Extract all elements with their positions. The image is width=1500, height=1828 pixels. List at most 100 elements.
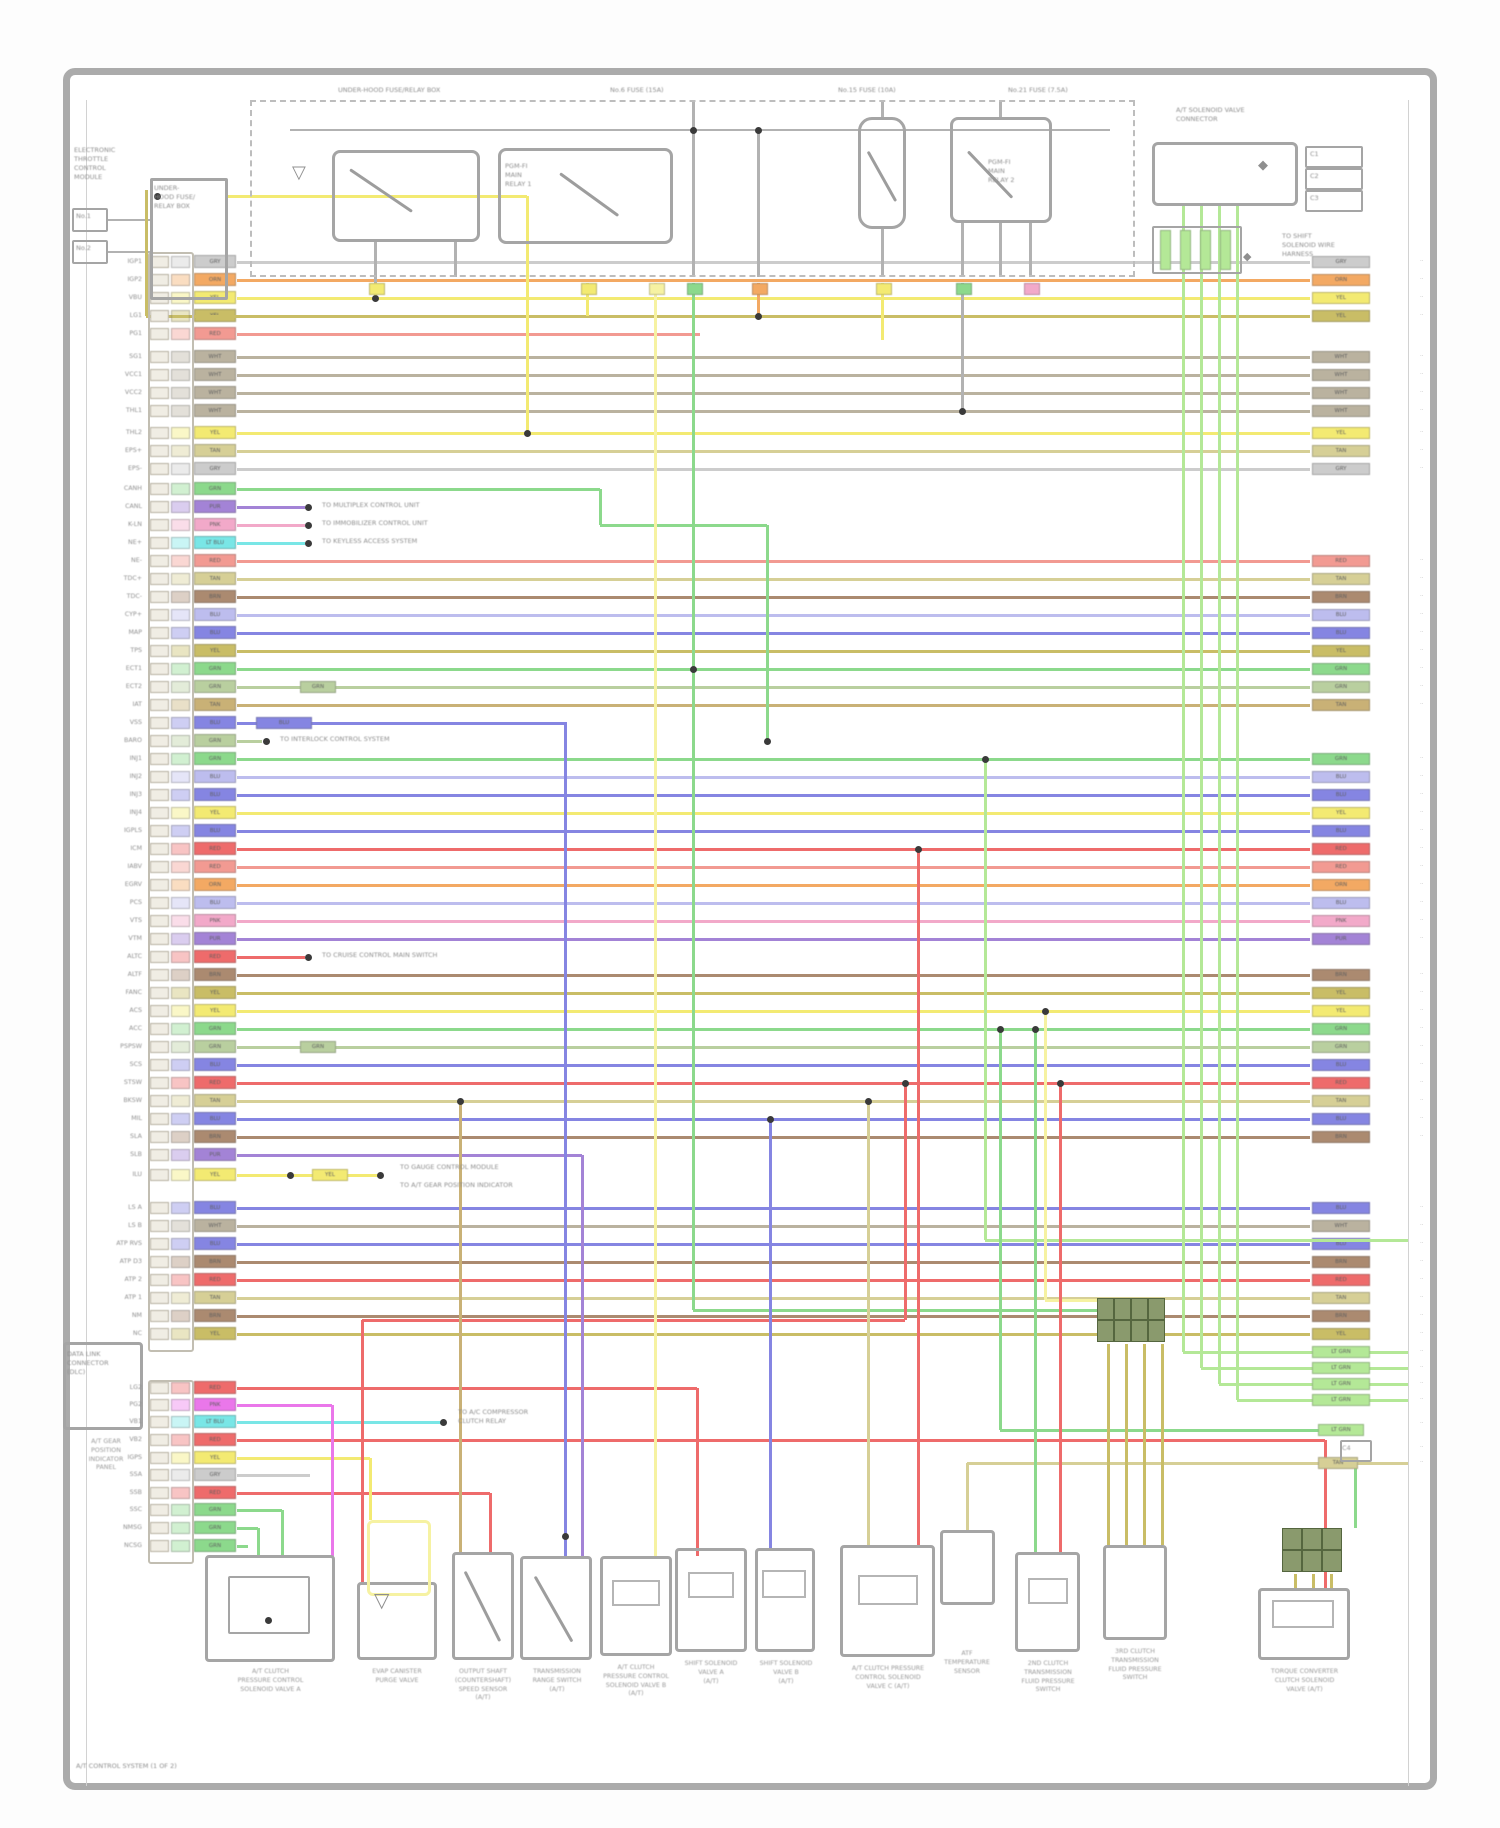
junction-dot (763, 737, 771, 745)
wire-color-label: ORN (194, 878, 236, 891)
wire-horizontal (237, 901, 1310, 905)
pin-label: NCSG (124, 1542, 142, 1549)
pin-cell (171, 1310, 190, 1322)
diagram-note: UNDER-HOOD FUSE/RELAY BOX (154, 184, 196, 210)
connector-pin-grid-cell (1131, 1320, 1148, 1342)
wire-horizontal (237, 1296, 1310, 1300)
diagram-note: No.1 (76, 212, 91, 220)
wire-horizontal (237, 1420, 443, 1424)
diagram-note: No.21 FUSE (7.5A) (1008, 86, 1068, 94)
wire-horizontal (237, 631, 1310, 635)
wire-vertical (866, 1101, 870, 1545)
pin-number-tick: ·· (1420, 258, 1424, 264)
pin-label: ICM (130, 845, 142, 852)
wire-color-label: GRN (194, 680, 236, 693)
wire-end-label: YEL (1312, 1005, 1370, 1017)
diagram-note: No.6 FUSE (15A) (610, 86, 664, 94)
pin-cell (150, 1256, 169, 1268)
connector-pin-grid-cell (1302, 1528, 1322, 1550)
pin-cell (150, 861, 169, 873)
pin-cell (150, 1059, 169, 1071)
pin-cell (150, 1540, 169, 1552)
junction-dot (901, 1079, 909, 1087)
wire-end-label: RED (1312, 555, 1370, 567)
diamond-symbol: ◆ (1258, 158, 1268, 173)
pin-cell (150, 1095, 169, 1107)
pin-number-tick: ·· (1420, 1079, 1424, 1085)
pin-number-tick: ·· (1420, 971, 1424, 977)
pin-label: TDC+ (123, 575, 142, 582)
pin-cell (171, 1023, 190, 1035)
wire-color-label (369, 283, 385, 295)
pin-number-tick: ·· (1420, 1043, 1424, 1049)
wire-color-label (687, 283, 703, 295)
wire-color-label: GRN (194, 1521, 236, 1534)
pin-label: LS A (128, 1204, 142, 1211)
connector-pin-grid-cell (1148, 1320, 1165, 1342)
wire-horizontal (237, 1278, 1310, 1282)
pin-label: VCC1 (124, 371, 142, 378)
pin-cell (171, 879, 190, 891)
pin-number-tick: ·· (1420, 1276, 1424, 1282)
wire-vertical (1028, 223, 1032, 277)
wire-color-label: BLU (194, 824, 236, 837)
wire-end-label: GRN (1312, 753, 1370, 765)
component-caption: A/T CLUTCH PRESSURE CONTROL SOLENOID VALVE… (851, 1665, 925, 1690)
wire-color-label: RED (194, 860, 236, 873)
wire-vertical (525, 196, 529, 433)
pin-cell (150, 1077, 169, 1089)
component-box (498, 148, 673, 244)
component-caption: ATF TEMPERATURE SENSOR (944, 1650, 990, 1675)
junction-dot (1041, 1007, 1049, 1015)
junction-dot (456, 1097, 464, 1105)
pin-cell (150, 987, 169, 999)
diagram-note: TO INTERLOCK CONTROL SYSTEM (280, 735, 390, 743)
pin-number-tick: ·· (1420, 1115, 1424, 1121)
wire-color-label: BRN (194, 1130, 236, 1143)
wire-color-label: RED (194, 842, 236, 855)
pin-number-tick: ·· (1420, 773, 1424, 779)
wire-color-label: BLU (194, 608, 236, 621)
wire-end-label: RED (1312, 1274, 1370, 1286)
wire-horizontal (237, 1081, 1310, 1085)
wire-horizontal (237, 449, 1310, 453)
connector-pin-grid-cell (1148, 1298, 1165, 1320)
pin-label: INJ4 (129, 809, 142, 816)
junction-dot (304, 503, 312, 511)
pin-cell (171, 1202, 190, 1214)
pin-cell (150, 1310, 169, 1322)
component-box (840, 1545, 935, 1657)
wire-horizontal (237, 278, 1310, 282)
pin-cell (171, 861, 190, 873)
pin-number-tick: ·· (1420, 1330, 1424, 1336)
pin-label: ACC (129, 1025, 142, 1032)
wire-vertical (580, 1155, 584, 1556)
wire-horizontal (237, 577, 1310, 581)
wire-color-label: LT BLU (194, 1415, 236, 1428)
pin-cell (150, 807, 169, 819)
pin-label: ALTC (127, 953, 142, 960)
wire-vertical (880, 100, 884, 117)
pin-cell (171, 519, 190, 531)
wire-color-label: LT GRN (1312, 1346, 1370, 1358)
component-box (150, 178, 228, 300)
wire-horizontal (237, 1544, 248, 1548)
wire-horizontal (1183, 1350, 1408, 1354)
wire-horizontal (237, 1526, 258, 1530)
pin-label: IAT (132, 701, 142, 708)
wire-vertical (765, 525, 769, 741)
pin-label: FANC (125, 989, 142, 996)
wire-end-label: BLU (1312, 627, 1370, 639)
pin-cell (171, 555, 190, 567)
junction-dot (766, 1115, 774, 1123)
junction-dot (561, 1532, 569, 1540)
wire-end-label: RED (1312, 1077, 1370, 1089)
wire-color-label: YEL (194, 1004, 236, 1017)
wire-horizontal (237, 1403, 332, 1407)
wire-horizontal (362, 1318, 905, 1322)
pin-cell (150, 681, 169, 693)
pin-cell (171, 445, 190, 457)
pin-label: INJ1 (129, 755, 142, 762)
component-box (205, 1555, 335, 1662)
wire-horizontal (237, 847, 1310, 851)
